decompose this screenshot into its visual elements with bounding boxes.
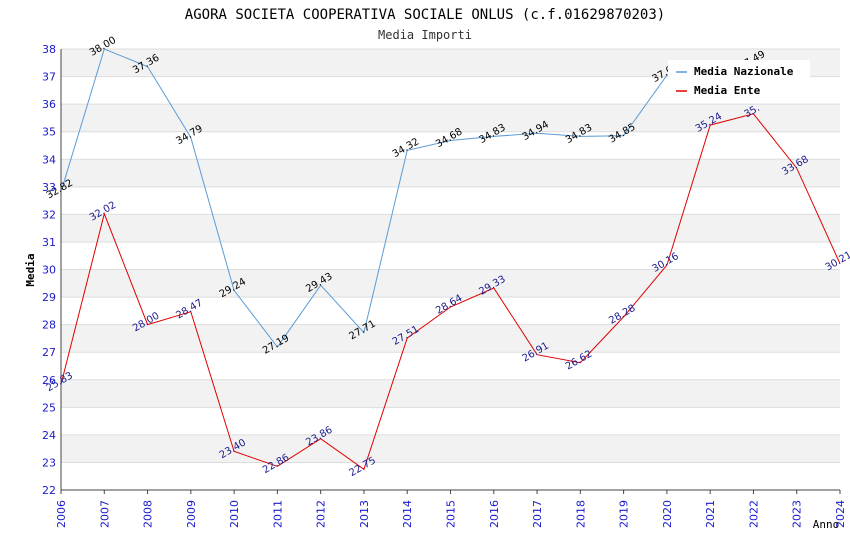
y-tick-label: 29 — [42, 291, 56, 304]
y-tick-label: 28 — [42, 319, 56, 332]
legend-background — [668, 60, 810, 100]
data-label: 28.28 — [607, 303, 637, 327]
grid-lines — [61, 48, 840, 491]
x-tick-label: 2009 — [185, 500, 198, 528]
y-tick-label: 35 — [42, 126, 56, 139]
legend-label-ente: Media Ente — [694, 84, 761, 97]
chart-title: AGORA SOCIETA COOPERATIVA SOCIALE ONLUS … — [185, 7, 665, 23]
y-tick-label: 33 — [42, 181, 56, 194]
y-tick-label: 38 — [42, 43, 56, 56]
series-line-ente — [60, 113, 841, 471]
x-axis-label: Anno — [813, 518, 840, 531]
legend: Media Nazionale Media Ente — [668, 60, 810, 100]
y-tick-label: 31 — [42, 236, 56, 249]
y-tick-label: 26 — [42, 374, 56, 387]
y-tick-label: 30 — [42, 264, 56, 277]
x-tick-label: 2020 — [661, 500, 674, 528]
y-tick-label: 23 — [42, 456, 56, 469]
x-tick-label: 2023 — [791, 500, 804, 528]
x-tick-label: 2014 — [401, 500, 414, 528]
grid-band — [61, 104, 840, 132]
grid-band — [61, 379, 840, 408]
y-tick-label: 37 — [42, 71, 56, 84]
x-tick-label: 2010 — [228, 500, 241, 528]
x-tick-label: 2016 — [488, 500, 501, 528]
x-tick-label: 2011 — [271, 500, 284, 528]
grid-bands — [61, 49, 840, 463]
grid-band — [61, 269, 840, 298]
x-tick-label: 2013 — [358, 500, 371, 528]
series-lines — [60, 48, 841, 471]
grid-band — [61, 324, 840, 353]
legend-label-nazionale: Media Nazionale — [694, 65, 794, 78]
x-tick-label: 2018 — [574, 500, 587, 528]
x-tick-label: 2019 — [618, 500, 631, 528]
grid-band — [61, 159, 840, 187]
chart-subtitle: Media Importi — [378, 28, 472, 42]
x-tick-label: 2012 — [315, 500, 328, 528]
y-tick-label: 22 — [42, 484, 56, 497]
grid-band — [61, 434, 840, 463]
y-tick-label: 24 — [42, 429, 56, 442]
x-tick-label: 2007 — [98, 500, 111, 528]
data-labels: 32.8238.0037.3634.7929.2427.1929.4327.71… — [45, 35, 850, 479]
x-tick-label: 2015 — [445, 500, 458, 528]
y-tick-label: 27 — [42, 346, 56, 359]
y-axis-label: Media — [24, 253, 37, 286]
tick-labels: 22 23 24 25 26 27 28 29 30 31 32 33 34 35 36 37 38 2006 20… — [42, 43, 847, 528]
y-tick-label: 36 — [42, 98, 56, 111]
x-tick-label: 2008 — [142, 500, 155, 528]
series-line-nazionale — [60, 48, 754, 348]
x-tick-label: 2022 — [747, 500, 760, 528]
data-label: 28.47 — [174, 298, 204, 322]
grid-band — [61, 214, 840, 242]
y-tick-label: 25 — [42, 401, 56, 414]
y-tick-label: 32 — [42, 208, 56, 221]
x-tick-label: 2021 — [704, 500, 717, 528]
axes — [60, 49, 841, 494]
y-tick-label: 34 — [42, 153, 56, 166]
x-tick-label: 2006 — [55, 500, 68, 528]
x-tick-label: 2024 — [834, 500, 847, 528]
x-tick-label: 2017 — [531, 500, 544, 528]
